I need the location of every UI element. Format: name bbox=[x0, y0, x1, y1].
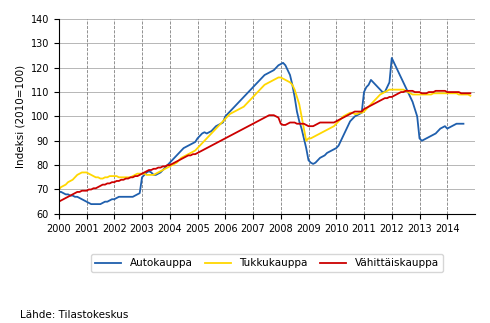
Tukkukauppa bbox=[467, 94, 473, 98]
Vähittäiskauppa bbox=[364, 106, 369, 110]
Vähittäiskauppa bbox=[174, 160, 180, 163]
Tukkukauppa bbox=[275, 76, 281, 79]
Line: Autokauppa: Autokauppa bbox=[59, 58, 464, 204]
Vähittäiskauppa bbox=[91, 186, 97, 190]
Vähittäiskauppa bbox=[403, 89, 409, 93]
Y-axis label: Indeksi (2010=100): Indeksi (2010=100) bbox=[15, 65, 25, 168]
Autokauppa bbox=[389, 56, 395, 60]
Vähittäiskauppa bbox=[130, 175, 136, 179]
Tukkukauppa bbox=[366, 105, 371, 109]
Autokauppa bbox=[125, 195, 131, 199]
Vähittäiskauppa bbox=[467, 91, 473, 95]
Autokauppa bbox=[192, 140, 198, 144]
Autokauppa bbox=[461, 122, 466, 126]
Tukkukauppa bbox=[56, 188, 62, 192]
Autokauppa bbox=[74, 195, 80, 199]
Line: Vähittäiskauppa: Vähittäiskauppa bbox=[59, 91, 470, 202]
Vähittäiskauppa bbox=[236, 129, 242, 133]
Tukkukauppa bbox=[236, 107, 242, 111]
Tukkukauppa bbox=[91, 174, 97, 178]
Tukkukauppa bbox=[95, 175, 101, 179]
Vähittäiskauppa bbox=[56, 200, 62, 203]
Autokauppa bbox=[438, 127, 443, 130]
Legend: Autokauppa, Tukkukauppa, Vähittäiskauppa: Autokauppa, Tukkukauppa, Vähittäiskauppa bbox=[91, 254, 443, 273]
Tukkukauppa bbox=[174, 161, 180, 165]
Vähittäiskauppa bbox=[95, 185, 101, 189]
Autokauppa bbox=[93, 202, 98, 206]
Tukkukauppa bbox=[130, 174, 136, 178]
Line: Tukkukauppa: Tukkukauppa bbox=[59, 78, 470, 190]
Text: Lähde: Tilastokeskus: Lähde: Tilastokeskus bbox=[20, 310, 128, 320]
Autokauppa bbox=[56, 190, 62, 194]
Autokauppa bbox=[287, 73, 293, 77]
Autokauppa bbox=[88, 202, 94, 206]
